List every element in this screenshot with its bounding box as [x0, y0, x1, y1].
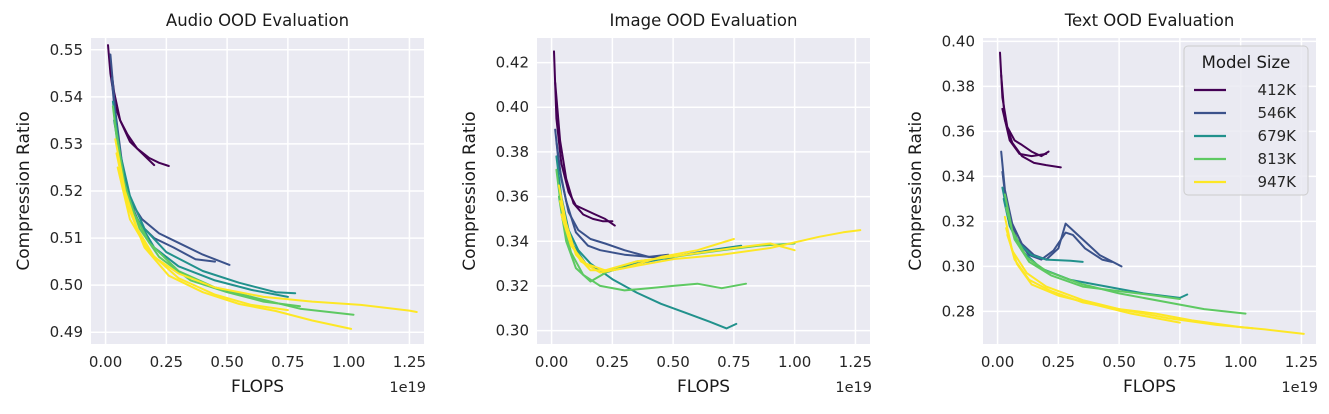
- x-tick-label: 0.75: [1163, 353, 1196, 371]
- legend-title: Model Size: [1202, 53, 1291, 72]
- chart-panel-1: 0.00 0.25 0.50 0.75 1.00 1.25 0.30 0.32 0.34 0.36…: [460, 11, 872, 397]
- legend-entry-label: 412K: [1258, 81, 1298, 99]
- series-line: [114, 138, 418, 313]
- series-line: [111, 100, 297, 295]
- x-tick-label: 1.00: [1224, 353, 1257, 371]
- series-line: [559, 200, 735, 274]
- series-line: [554, 81, 614, 223]
- y-tick-label: 0.55: [50, 41, 83, 59]
- series-group: [107, 44, 418, 330]
- series-line: [1005, 206, 1181, 300]
- y-axis-label: Compression Ratio: [14, 111, 34, 270]
- y-tick-label: 0.54: [50, 88, 83, 106]
- x-tick-label: 0.75: [271, 353, 304, 371]
- chart-title: Text OOD Evaluation: [1064, 11, 1235, 30]
- y-tick-label: 0.32: [496, 277, 529, 295]
- x-tick-label: 0.50: [1102, 353, 1135, 371]
- legend: Model Size 412K 546K 679K 813K 947K: [1183, 45, 1309, 196]
- y-tick-label: 0.50: [50, 276, 83, 294]
- legend-entry-label: 546K: [1258, 104, 1298, 122]
- x-tick-label: 0.50: [656, 353, 689, 371]
- y-tick-label: 0.38: [942, 77, 975, 95]
- chart-title: Image OOD Evaluation: [610, 11, 798, 30]
- legend-entry-label: 947K: [1258, 173, 1298, 191]
- x-tick-label: 1.25: [393, 353, 426, 371]
- x-offset-label: 1e19: [389, 380, 426, 396]
- x-tick-label: 0.25: [596, 353, 629, 371]
- series-line: [555, 168, 747, 292]
- legend-entry-label: 813K: [1258, 150, 1298, 168]
- series-line: [560, 213, 796, 272]
- y-tick-label: 0.40: [496, 98, 529, 116]
- y-tick-label: 0.49: [50, 323, 83, 341]
- legend-entry-label: 679K: [1258, 127, 1298, 145]
- y-tick-label: 0.38: [496, 143, 529, 161]
- x-tick-label: 0.00: [89, 353, 122, 371]
- x-tick-label: 0.25: [1042, 353, 1075, 371]
- chart-title: Audio OOD Evaluation: [166, 11, 349, 30]
- x-tick-label: 0.75: [717, 353, 750, 371]
- series-line: [1001, 107, 1048, 158]
- y-tick-label: 0.32: [942, 212, 975, 230]
- series-line: [115, 152, 353, 330]
- y-tick-label: 0.53: [50, 135, 83, 153]
- x-axis-label: FLOPS: [1123, 377, 1176, 397]
- y-tick-label: 0.36: [942, 122, 975, 140]
- series-line: [1003, 193, 1247, 315]
- series-line: [555, 139, 670, 258]
- y-tick-label: 0.34: [942, 167, 975, 185]
- x-tick-label: 0.25: [150, 353, 183, 371]
- series-line: [1001, 170, 1113, 263]
- chart-panel-0: 0.00 0.25 0.50 0.75 1.00 1.25 0.49 0.50 0.51 0.52…: [14, 11, 426, 397]
- y-tick-label: 0.52: [50, 182, 83, 200]
- series-group: [553, 50, 862, 330]
- series-line: [1006, 233, 1181, 324]
- x-tick-label: 0.00: [981, 353, 1014, 371]
- series-line: [114, 124, 301, 308]
- x-axis-label: FLOPS: [231, 377, 284, 397]
- y-tick-label: 0.30: [496, 322, 529, 340]
- chart-panel-2: 0.00 0.25 0.50 0.75 1.00 1.25 0.28 0.30 0.32 0.34…: [906, 11, 1318, 397]
- x-tick-label: 1.25: [839, 353, 872, 371]
- series-line: [1000, 150, 1123, 268]
- series-group: [999, 51, 1305, 335]
- x-offset-label: 1e19: [1281, 380, 1318, 396]
- y-axis-label: Compression Ratio: [460, 111, 480, 270]
- plot-area: [537, 38, 870, 344]
- y-tick-label: 0.42: [496, 54, 529, 72]
- y-axis-label: Compression Ratio: [906, 111, 926, 270]
- x-tick-label: 1.00: [332, 353, 365, 371]
- series-line: [116, 166, 289, 312]
- legend-box: [1183, 45, 1309, 196]
- y-tick-label: 0.28: [942, 302, 975, 320]
- x-tick-label: 0.00: [535, 353, 568, 371]
- x-tick-label: 1.00: [778, 353, 811, 371]
- x-tick-label: 1.25: [1285, 353, 1318, 371]
- y-tick-label: 0.40: [942, 32, 975, 50]
- y-tick-label: 0.30: [942, 257, 975, 275]
- x-axis-label: FLOPS: [677, 377, 730, 397]
- x-tick-label: 0.50: [210, 353, 243, 371]
- x-offset-label: 1e19: [835, 380, 872, 396]
- y-tick-label: 0.51: [50, 229, 83, 247]
- y-tick-label: 0.36: [496, 188, 529, 206]
- series-line: [1002, 197, 1084, 263]
- y-tick-label: 0.34: [496, 232, 529, 250]
